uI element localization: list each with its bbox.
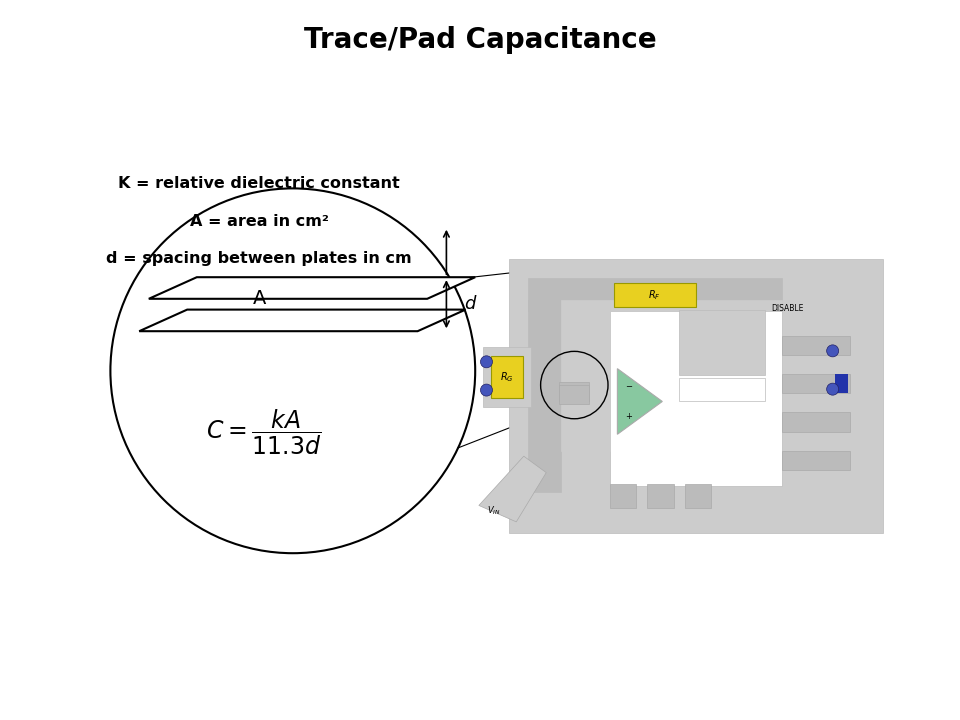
FancyBboxPatch shape (782, 374, 850, 393)
FancyBboxPatch shape (562, 300, 610, 451)
Text: DISABLE: DISABLE (771, 304, 804, 313)
Text: +: + (625, 412, 632, 420)
Text: Trace/Pad Capacitance: Trace/Pad Capacitance (303, 26, 657, 53)
FancyBboxPatch shape (679, 379, 765, 401)
Polygon shape (617, 369, 662, 434)
Circle shape (481, 356, 492, 368)
FancyBboxPatch shape (782, 413, 850, 431)
FancyBboxPatch shape (483, 347, 531, 407)
FancyBboxPatch shape (684, 484, 711, 508)
FancyBboxPatch shape (509, 259, 883, 533)
Text: d: d (464, 295, 475, 313)
Text: $R_F$: $R_F$ (648, 288, 661, 302)
Text: A: A (252, 289, 266, 308)
FancyBboxPatch shape (560, 382, 589, 401)
Polygon shape (139, 310, 466, 331)
FancyBboxPatch shape (610, 300, 782, 486)
Text: $C = \dfrac{kA}{11.3d}$: $C = \dfrac{kA}{11.3d}$ (206, 408, 322, 456)
Text: K = relative dielectric constant: K = relative dielectric constant (118, 176, 400, 191)
FancyBboxPatch shape (492, 356, 523, 398)
Text: d = spacing between plates in cm: d = spacing between plates in cm (107, 251, 412, 266)
Text: A = area in cm²: A = area in cm² (190, 214, 328, 228)
FancyBboxPatch shape (613, 283, 696, 307)
FancyBboxPatch shape (782, 451, 850, 470)
FancyBboxPatch shape (647, 484, 674, 508)
Circle shape (481, 384, 492, 396)
Text: −: − (625, 382, 632, 391)
Polygon shape (149, 277, 475, 299)
FancyBboxPatch shape (610, 300, 782, 311)
FancyBboxPatch shape (528, 279, 782, 311)
FancyBboxPatch shape (528, 300, 562, 492)
FancyBboxPatch shape (610, 484, 636, 508)
FancyBboxPatch shape (560, 385, 589, 404)
Circle shape (827, 345, 839, 357)
FancyBboxPatch shape (834, 374, 848, 393)
Circle shape (827, 383, 839, 395)
FancyBboxPatch shape (679, 310, 765, 374)
Text: $R_G$: $R_G$ (500, 370, 514, 384)
FancyBboxPatch shape (782, 336, 850, 355)
Text: $V_{IN}$: $V_{IN}$ (487, 505, 501, 517)
Polygon shape (479, 456, 546, 522)
